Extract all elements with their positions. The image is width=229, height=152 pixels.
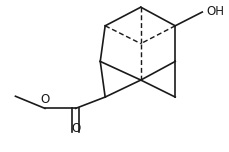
Text: O: O xyxy=(40,93,49,106)
Text: OH: OH xyxy=(205,5,223,18)
Text: O: O xyxy=(71,122,80,135)
